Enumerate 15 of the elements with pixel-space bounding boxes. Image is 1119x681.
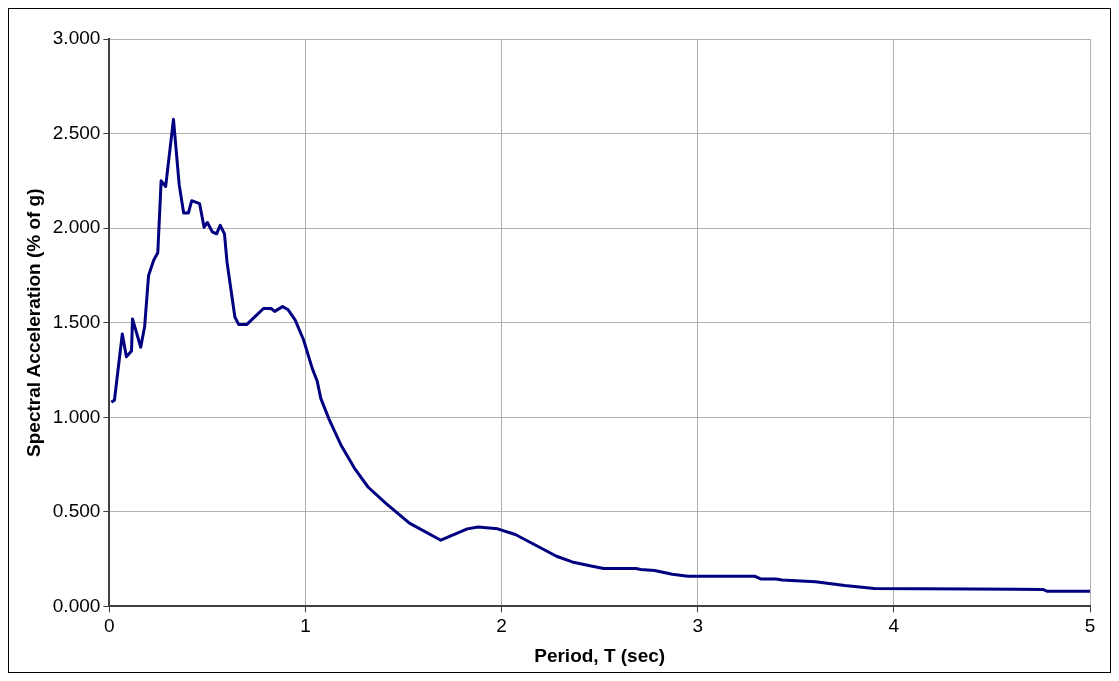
x-tick-label: 1	[300, 615, 311, 637]
x-tick-label: 2	[496, 615, 507, 637]
y-tick-label: 3.000	[52, 27, 101, 49]
y-tick-label: 2.000	[52, 216, 101, 238]
y-tick-label: 0.500	[52, 500, 101, 522]
y-tick-label: 2.500	[52, 121, 101, 143]
x-tick-label: 4	[888, 615, 900, 637]
y-tick-label: 0.000	[52, 594, 101, 616]
x-axis-title: Period, T (sec)	[534, 644, 666, 666]
x-tick-label: 5	[1084, 615, 1096, 637]
y-tick-label: 1.500	[52, 310, 101, 332]
x-tick-label: 3	[692, 615, 704, 637]
y-tick-label: 1.000	[52, 405, 101, 427]
x-tick-label: 0	[104, 615, 115, 637]
y-axis-title: Spectral Acceleration (% of g)	[22, 188, 44, 457]
